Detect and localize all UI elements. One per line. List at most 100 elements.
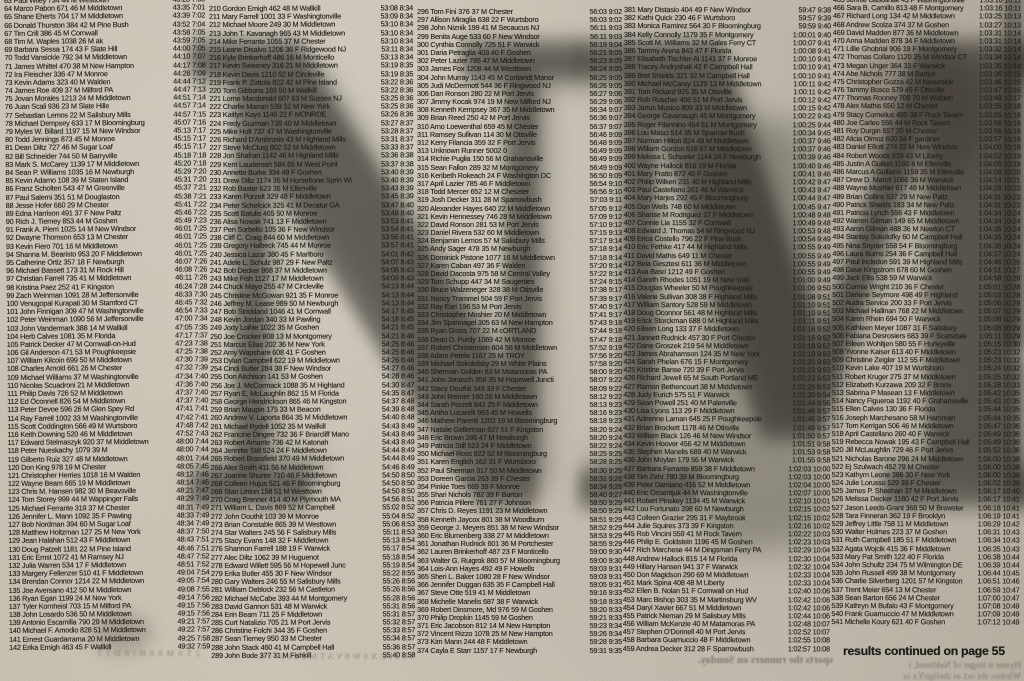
runner-entry: 350 Michael Ross 922 52 M Bloomingburg <box>417 450 547 459</box>
finish-time: 1:01:53 9:58 <box>792 448 831 457</box>
finish-time: 55:40 8:58 <box>382 651 416 660</box>
finish-time: 1:05:42 10:35 <box>977 388 1020 398</box>
result-row: 367 Steve Otte 519 41 M Middletown 59:16 … <box>417 589 622 597</box>
result-row: 348 Eric Brown 286 47 M Newburgh 58:20 9:… <box>417 434 622 442</box>
runner-entry: 390 Michael McCarey 1129 13 M Middletown <box>623 79 762 88</box>
finish-time: 58:53 9:29 <box>589 532 623 540</box>
result-row: 314 Richie Puglia 150 56 M Grahamsville 5… <box>417 155 622 163</box>
runner-entry: 349 Patricia Still 523 24 F Middletown <box>417 441 532 450</box>
finish-time: 53:13 8:34 <box>380 53 414 62</box>
finish-time: 53:26 8:36 <box>380 110 414 119</box>
result-row: 352 Paul Sherman 317 50 M Middletown 58:3… <box>417 467 622 475</box>
runner-entry: 317 April Lazier 785 46 F Middletown <box>417 179 530 188</box>
result-row: 365 Sheri L. Baker 1080 28 F New Windsor… <box>417 573 622 581</box>
finish-time: 1:04:51 10:27 <box>978 266 1021 275</box>
finish-time: 57:17 9:14 <box>589 237 623 246</box>
finish-time: 46:54 7:33 <box>174 306 208 315</box>
result-row: 289 John Bode 377 31 M Fishkill 55:40 8:5… <box>211 651 415 660</box>
finish-time: 56:49 9:09 <box>589 147 623 156</box>
result-row: 299 Benita Auge 533 60 F New Windsor 56:1… <box>417 33 622 41</box>
finish-time: 57:52 9:19 <box>589 343 623 352</box>
result-row: 311 Ramsey Sullivan 114 30 M Otisville 56… <box>417 131 622 139</box>
runner-entry: 448 Andrew Hallock 815 14 M Florida <box>623 554 738 563</box>
finish-time: 58:52 9:29 <box>589 523 623 532</box>
runner-entry: 438 Tim Zehr 780 39 M Bloomingburg <box>623 472 739 481</box>
finish-time: 53:53 8:41 <box>381 217 414 226</box>
result-row: 332 Ray Earl 196 53 M Port Jervis 57:40 9… <box>417 303 622 311</box>
results-column-5: 465 Jennie Gasolinak 43 F Washingtonvill… <box>831 0 1021 627</box>
finish-time: 57:03 9:11 <box>590 196 622 205</box>
runner-entry: 410 Eric Fethke 417 44 M Highland Mills <box>623 243 747 252</box>
finish-time: 46:33 7:30 <box>174 290 208 299</box>
runner-entry: 422 Dane Groszek 219 54 M Middletown <box>623 341 749 350</box>
result-row: 349 Patricia Still 523 24 F Middletown 58… <box>417 442 622 450</box>
finish-time: 1:04:34 10:24 <box>978 217 1021 226</box>
result-row: 317 April Lazier 785 46 F Middletown 56:5… <box>417 180 622 188</box>
finish-time: 55:17 8:54 <box>382 544 415 553</box>
finish-time: 1:06:51 10:46 <box>977 577 1020 586</box>
finish-time: 53:25 8:36 <box>380 94 414 103</box>
runner-entry: 397 Norman Hilton 824 49 M Middletown <box>623 136 749 146</box>
finish-time: 45:20 7:18 <box>173 159 207 168</box>
finish-time: 1:00:39 9:46 <box>792 153 831 162</box>
finish-time: 1:01:55 9:58 <box>792 456 831 465</box>
finish-time: 1:00:12 9:42 <box>792 96 831 105</box>
finish-time: 53:57 8:41 <box>381 241 414 250</box>
finish-time: 58:13 9:23 <box>589 401 623 409</box>
finish-time: 56:11 9:03 <box>590 32 622 41</box>
finish-time: 53:49 8:40 <box>381 208 414 218</box>
finish-time: 57:56 9:20 <box>589 351 623 360</box>
runner-entry: 309 Brian Reed 250 42 M Port Jervis <box>417 114 530 123</box>
finish-time: 56:48 9:09 <box>589 139 623 147</box>
runner-entry: 360 Eric Blumenberg 338 27 M Middletown <box>417 532 549 540</box>
runner-entry: 367 Steve Otte 519 41 M Middletown <box>417 589 531 598</box>
runner-entry: 442 Lou Fortunato 398 60 M Newburgh <box>623 505 744 514</box>
finish-time: 44:57 7:14 <box>173 101 206 111</box>
runner-entry: 457 Stephen O'Donnell 40 M Port Jervis <box>622 628 746 637</box>
finish-time: 1:00:55 9:49 <box>792 251 831 260</box>
result-row: 338 Adam Petela 1167 25 M TROY 57:56 9:20 <box>417 352 622 360</box>
bleedthrough-line-reversed-2: Wirdso: sbi oct as thelignYx ia <box>903 672 1021 681</box>
continued-on-note: results continued on page 55 <box>843 644 1005 658</box>
finish-time: 56:27 9:06 <box>589 89 623 98</box>
finish-time: 1:06:34 10:43 <box>977 536 1020 545</box>
runner-entry: 453 Marc Bishop 303 35 M Martinsburg WV <box>622 595 757 604</box>
finish-time: 43:39 7:02 <box>172 11 206 21</box>
result-row: 335 Ryan Gross 707 22 M cORTLAND 57:44 9:… <box>417 327 622 335</box>
finish-time: 1:00:48 9:48 <box>792 210 831 220</box>
finish-time: 56:03 9:02 <box>589 8 623 16</box>
runner-entry: 344 Sarah Porzelt 842 25 F Middletown <box>417 401 538 409</box>
finish-time: 47:42 7:41 <box>175 412 209 422</box>
finish-time: 56:11 9:03 <box>590 24 622 33</box>
finish-time: 55:33 8:57 <box>382 626 416 635</box>
runner-entry: 366 Jennifer Duggan 635 35 F Campbell Ha… <box>417 581 555 590</box>
finish-time: 48:05 7:45 <box>176 462 209 471</box>
finish-time: 56:23 9:05 <box>589 57 623 66</box>
result-row: 357 Chris D. Reyes 1191 23 M Middletown 5… <box>417 507 622 515</box>
finish-time: 1:06:17 10:41 <box>977 495 1020 504</box>
finish-time: 54:40 8:48 <box>381 413 415 422</box>
runner-entry: 142 Erika Emigh 463 45 F Wallkill <box>9 642 112 652</box>
finish-time: 1:00:42 9:47 <box>792 177 831 187</box>
runner-entry: 358 Kenneth Jaycox 801 38 M Woodburn <box>417 515 544 524</box>
runner-entry: 310 Arno Loewenthal 659 45 M Chester <box>417 122 539 131</box>
runner-entry: 418 Doug Oconnor 561 48 M Highland Mills <box>623 308 758 318</box>
finish-time: 1:01:23 9:53 <box>792 366 831 375</box>
result-row: 373 Kim Mann 244 48 F Middletown 59:28 9:… <box>417 638 622 646</box>
runner-entry: 315 Sean Fallon 289 32 M Montgomery <box>417 163 539 172</box>
finish-time: 55:18 8:54 <box>382 552 415 561</box>
finish-time: 58:22 9:24 <box>589 441 623 450</box>
runner-entry: 341 John Jonasch 358 35 M Hopewell Junct… <box>417 376 554 385</box>
finish-time: 54:46 8:49 <box>382 462 415 471</box>
runner-entry: 401 Mary Fratto 872 40 F Goshen <box>623 169 728 178</box>
runner-entry: 443 Colleen Grazier 295 31 F Maybrook <box>623 513 746 522</box>
finish-time: 49:25 7:58 <box>177 634 211 643</box>
finish-time: 57:22 9:14 <box>589 270 623 278</box>
bleedthrough-caption-reversed: sports the runners on Sunday. <box>698 655 834 666</box>
finish-time: 1:04:08 10:20 <box>978 167 1021 177</box>
finish-time: 1:06:31 10:43 <box>977 528 1020 537</box>
finish-time: 55:26 8:56 <box>382 577 416 586</box>
runner-entry: 430 Lisa Lyons 113 29 F Middletown <box>623 407 735 416</box>
runner-entry: 393 Janus Musico 809 33 M Middletown <box>623 104 747 113</box>
finish-time: 58:25 9:25 <box>589 450 623 459</box>
